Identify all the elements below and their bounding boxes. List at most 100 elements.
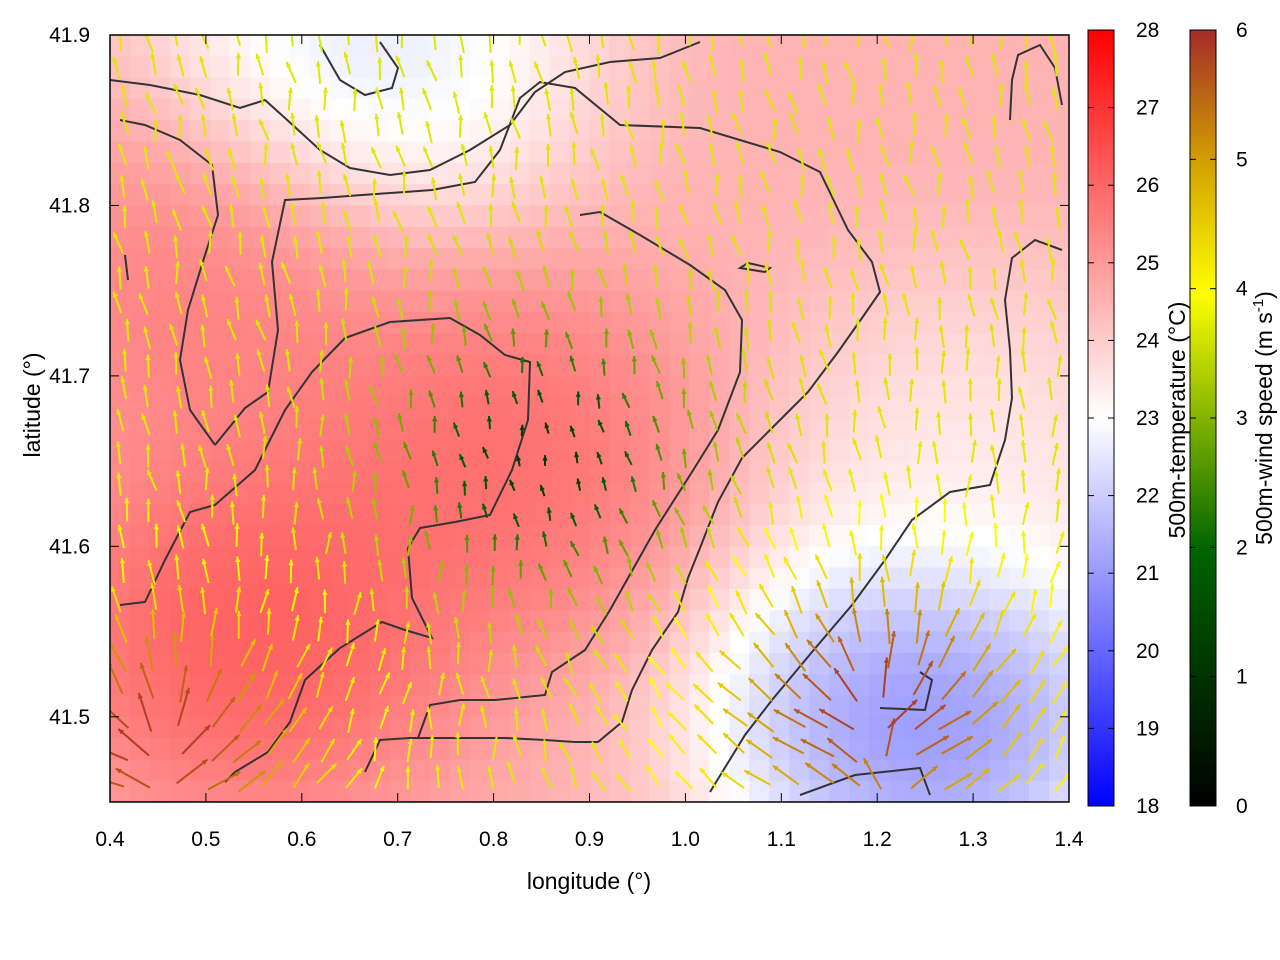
heatmap-cell bbox=[209, 780, 231, 802]
wind-arrow-head bbox=[735, 437, 741, 444]
heatmap-cell bbox=[569, 546, 591, 569]
heatmap-cell bbox=[130, 588, 151, 611]
wind-arrow-head bbox=[1052, 53, 1058, 60]
wind-arrow-head bbox=[908, 140, 915, 146]
heatmap-cell bbox=[849, 631, 870, 654]
heatmap-cell bbox=[469, 738, 491, 761]
wind-arrow-head bbox=[460, 143, 466, 150]
heatmap-cell bbox=[969, 184, 990, 207]
heatmap-cell bbox=[249, 375, 271, 398]
heatmap-cell bbox=[150, 35, 171, 58]
heatmap-cell bbox=[649, 439, 671, 462]
heatmap-cell bbox=[189, 716, 211, 739]
wind-arrow-head bbox=[966, 736, 973, 742]
heatmap-cell bbox=[809, 290, 831, 313]
heatmap-cell bbox=[1009, 141, 1030, 164]
heatmap-cell bbox=[1009, 312, 1030, 335]
wind-arrow-head bbox=[815, 613, 821, 620]
heatmap-cell bbox=[849, 674, 870, 697]
heatmap-cell bbox=[849, 120, 870, 143]
wind-arrow-head bbox=[200, 294, 206, 301]
wind-arrow-head bbox=[679, 204, 684, 211]
wind-arrow-head bbox=[709, 29, 714, 35]
wind-arrow-head bbox=[987, 670, 994, 677]
wind-arrow-head bbox=[407, 535, 413, 542]
wind-arrow-shaft bbox=[566, 35, 574, 53]
wind-arrow-head bbox=[426, 60, 432, 67]
wind-arrow-head bbox=[458, 54, 464, 61]
heatmap-cell bbox=[309, 226, 331, 249]
wind-arrow-head bbox=[407, 682, 412, 689]
heatmap-cell bbox=[1029, 141, 1050, 164]
heatmap-cell bbox=[669, 397, 691, 420]
heatmap-cell bbox=[509, 716, 531, 739]
heatmap-cell bbox=[969, 397, 990, 420]
wind-arrow-head bbox=[794, 238, 800, 244]
heatmap-cell bbox=[669, 759, 691, 782]
heatmap-cell bbox=[569, 205, 591, 228]
wind-arrow-head bbox=[400, 26, 405, 32]
wind-arrow-shaft bbox=[600, 35, 605, 48]
heatmap-cell bbox=[249, 226, 271, 249]
heatmap-cell bbox=[809, 162, 831, 185]
heatmap-cell bbox=[489, 588, 511, 611]
wind-arrow-head bbox=[545, 113, 552, 120]
heatmap-cell bbox=[489, 716, 511, 739]
wind-arrow-head bbox=[912, 228, 918, 235]
heatmap-cell bbox=[469, 631, 491, 654]
heatmap-cell bbox=[529, 184, 551, 207]
wind-arrow-head bbox=[761, 204, 767, 211]
heatmap-cell bbox=[369, 354, 391, 377]
wind-arrow-head bbox=[488, 204, 494, 210]
wind-arrow-head bbox=[708, 585, 713, 592]
heatmap-cell bbox=[329, 248, 351, 271]
heatmap-cell bbox=[649, 375, 671, 398]
wind-arrow-head bbox=[373, 442, 379, 448]
heatmap-cell bbox=[249, 418, 271, 441]
wind-arrow-head bbox=[817, 84, 823, 91]
heatmap-cell bbox=[789, 695, 811, 718]
heatmap-cell bbox=[249, 546, 271, 569]
wind-arrow-head bbox=[404, 586, 410, 593]
heatmap-cell bbox=[509, 525, 531, 548]
wind-arrow-head bbox=[708, 143, 714, 150]
heatmap-cell bbox=[289, 354, 311, 377]
wind-arrow-head bbox=[1055, 498, 1061, 505]
heatmap-cell bbox=[449, 482, 471, 505]
heatmap-cell bbox=[110, 205, 131, 228]
heatmap-cell bbox=[209, 461, 231, 484]
heatmap-cell bbox=[829, 269, 851, 292]
wind-arrow-head bbox=[375, 87, 381, 94]
heatmap-cell bbox=[309, 269, 331, 292]
wind-label-superscript: -1 bbox=[1250, 299, 1267, 312]
heatmap-cell bbox=[189, 120, 211, 143]
wind-arrow-head bbox=[746, 739, 753, 745]
heatmap-cell bbox=[709, 631, 731, 654]
heatmap-cell bbox=[569, 397, 591, 420]
heatmap-cell bbox=[289, 759, 311, 782]
wind-arrow-head bbox=[150, 608, 156, 615]
heatmap-cell bbox=[229, 312, 251, 335]
heatmap-cell bbox=[629, 375, 651, 398]
heatmap-cell bbox=[769, 525, 791, 548]
wind-arrow-head bbox=[660, 471, 666, 478]
wind-arrow-head bbox=[202, 172, 208, 179]
heatmap-cell bbox=[150, 77, 171, 100]
heatmap-cell bbox=[349, 525, 371, 548]
contour-line bbox=[214, 80, 882, 773]
heatmap-cell bbox=[309, 652, 331, 675]
heatmap-cell bbox=[409, 716, 431, 739]
wind-arrow-head bbox=[124, 318, 130, 325]
heatmap-cell bbox=[589, 738, 611, 761]
wind-arrow-head bbox=[1045, 237, 1051, 244]
heatmap-cell bbox=[289, 226, 311, 249]
heatmap-cell bbox=[589, 461, 611, 484]
heatmap-cell bbox=[409, 503, 431, 526]
wind-arrow-head bbox=[259, 770, 266, 777]
heatmap-cell bbox=[130, 482, 151, 505]
wind-arrow-head bbox=[356, 592, 362, 599]
heatmap-cell bbox=[789, 120, 811, 143]
wind-arrow-head bbox=[890, 630, 896, 637]
wind-arrow-head bbox=[910, 29, 915, 35]
wind-arrow-head bbox=[989, 323, 995, 330]
